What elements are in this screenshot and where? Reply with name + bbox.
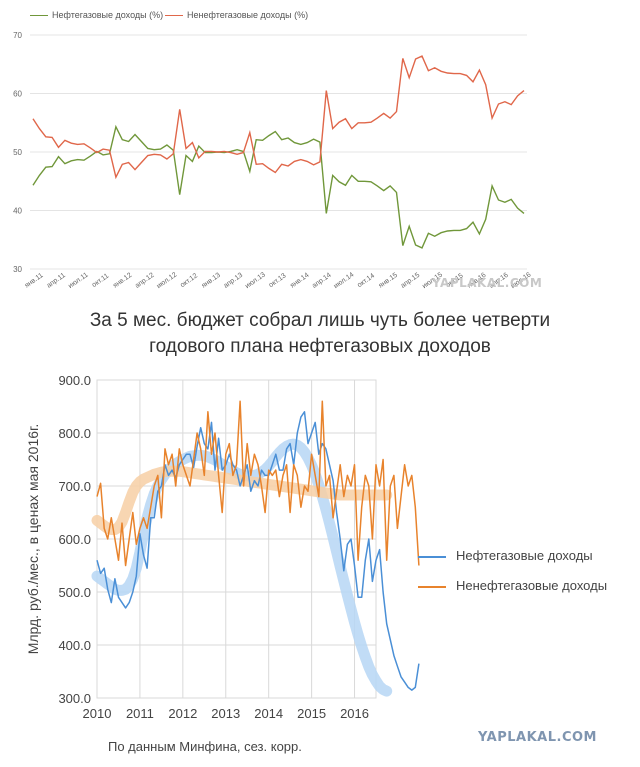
legend-swatch-nonoil-revenue (418, 585, 446, 588)
top-xtick-label: апр.11 (46, 272, 67, 290)
top-watermark: YAPLAKAL.COM (432, 276, 543, 290)
bottom-xtick-label: 2016 (340, 706, 369, 721)
nonoil-revenue-line (96, 400, 420, 567)
top-xtick-label: окт.14 (356, 272, 376, 289)
top-ytick-label: 60 (13, 90, 22, 99)
top-xtick-label: окт.13 (268, 272, 288, 289)
top-legend-oil: Нефтегазовые доходы (%) (30, 10, 163, 20)
legend-label-nonoil-revenue: Ненефтегазовые доходы (456, 578, 608, 593)
top-xtick-label: июл.11 (67, 271, 89, 290)
legend-label-nonoil: Ненефтегазовые доходы (%) (187, 10, 309, 20)
top-ytick-label: 50 (13, 148, 22, 157)
bottom-ytick-label: 400.0 (58, 638, 91, 653)
legend-label-oil: Нефтегазовые доходы (%) (52, 10, 164, 20)
legend-label-oil-revenue: Нефтегазовые доходы (456, 548, 593, 563)
top-series-oil-line (32, 124, 525, 249)
bottom-xtick-label: 2010 (83, 706, 112, 721)
top-xtick-label: июл.12 (156, 271, 179, 290)
legend-swatch-oil (30, 15, 48, 17)
legend-swatch-oil-revenue (418, 555, 446, 558)
bottom-xtick-label: 2013 (211, 706, 240, 721)
top-xtick-label: апр.14 (311, 272, 333, 290)
top-xtick-label: янв.15 (378, 272, 399, 290)
bottom-ytick-label: 800.0 (58, 426, 91, 441)
bottom-watermark: YAPLAKAL.COM (478, 730, 597, 745)
top-xtick-label: янв.12 (112, 272, 133, 290)
bottom-ytick-label: 300.0 (58, 691, 91, 706)
bottom-xtick-label: 2012 (168, 706, 197, 721)
bottom-ytick-label: 700.0 (58, 479, 91, 494)
source-note: По данным Минфина, сез. корр. (108, 739, 302, 754)
legend-swatch-nonoil (165, 15, 183, 17)
top-xtick-label: янв.13 (201, 272, 222, 290)
top-xtick-label: июл.13 (244, 271, 267, 290)
top-series-nonoil-line (32, 55, 525, 180)
top-xtick-label: апр.15 (400, 272, 422, 290)
top-ytick-label: 70 (13, 31, 22, 40)
bottom-ytick-label: 500.0 (58, 585, 91, 600)
top-xtick-label: янв.14 (289, 272, 310, 290)
bottom-ylabel: Млрд. руб./мес., в ценах мая 2016г. (25, 424, 41, 655)
top-ytick-label: 30 (13, 265, 22, 274)
chart-caption-line-1: За 5 мес. бюджет собрал лишь чуть более … (89, 310, 551, 331)
bottom-ytick-label: 900.0 (58, 373, 91, 388)
top-xtick-label: апр.13 (223, 272, 245, 290)
top-xtick-label: июл.14 (333, 271, 356, 290)
bottom-xtick-label: 2014 (254, 706, 283, 721)
top-xtick-label: окт.12 (179, 272, 199, 289)
bottom-legend-nonoil: Ненефтегазовые доходы (418, 578, 607, 593)
top-xtick-label: апр.12 (134, 272, 156, 290)
chart-caption-line-2: годового плана нефтегазовых доходов (149, 336, 491, 357)
bottom-legend-oil: Нефтегазовые доходы (418, 548, 593, 563)
bottom-ytick-label: 600.0 (58, 532, 91, 547)
top-ytick-label: 40 (13, 207, 22, 216)
oil-trend-band (91, 438, 393, 697)
bottom-xtick-label: 2011 (126, 706, 154, 721)
oil-revenue-line (96, 411, 420, 691)
top-xtick-label: янв.11 (24, 272, 45, 290)
top-xtick-label: окт.11 (91, 272, 110, 289)
bottom-xtick-label: 2015 (297, 706, 326, 721)
top-legend-nonoil: Ненефтегазовые доходы (%) (165, 10, 308, 20)
